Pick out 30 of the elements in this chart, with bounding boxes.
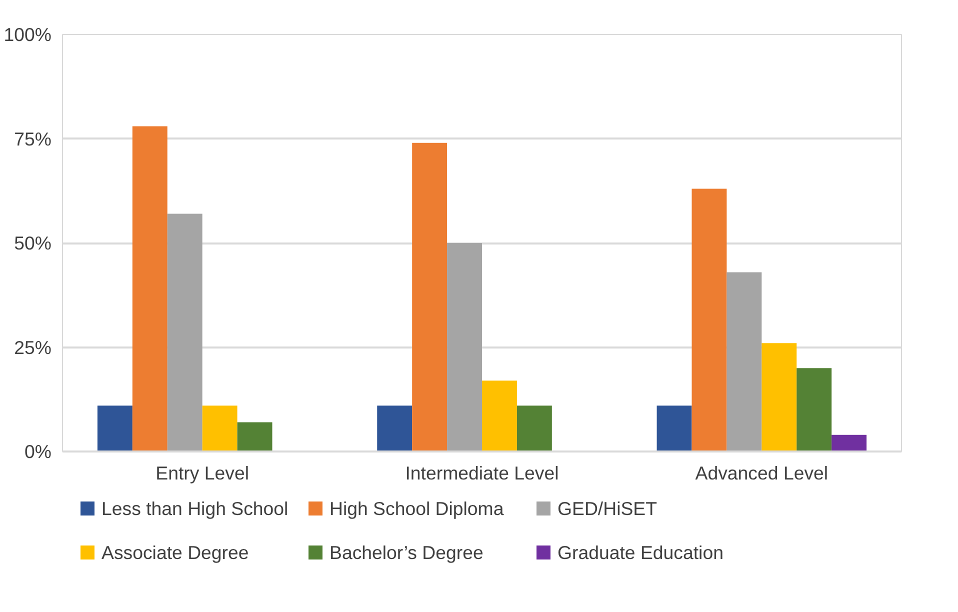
x-tick-label: Intermediate Level [405,462,559,484]
legend-label: Graduate Education [558,542,724,563]
bar [692,188,727,452]
y-tick-label: 25% [14,336,52,358]
y-tick-label: 100% [4,24,52,45]
bar [796,368,832,452]
y-tick-label: 0% [24,441,52,462]
bar [167,214,202,452]
bar [516,406,552,452]
bar [482,380,517,452]
bar [132,126,168,452]
bar [412,142,448,452]
legend-label: High School Diploma [330,498,504,519]
bar [726,272,762,452]
x-tick-label: Entry Level [156,462,249,484]
bar [97,406,132,452]
bar [762,343,797,452]
bar [202,406,238,452]
x-tick-label: Advanced Level [695,462,828,484]
y-tick-label: 75% [14,128,52,150]
legend-label: Associate Degree [102,542,249,563]
bar [832,434,867,452]
legend-label: GED/HiSET [558,498,658,519]
bar [377,406,412,452]
legend-label: Less than High School [102,498,288,519]
legend-label: Bachelor’s Degree [330,542,484,563]
bar [656,406,692,452]
bar [447,243,482,452]
bar [237,422,272,452]
y-tick-label: 50% [14,232,52,254]
